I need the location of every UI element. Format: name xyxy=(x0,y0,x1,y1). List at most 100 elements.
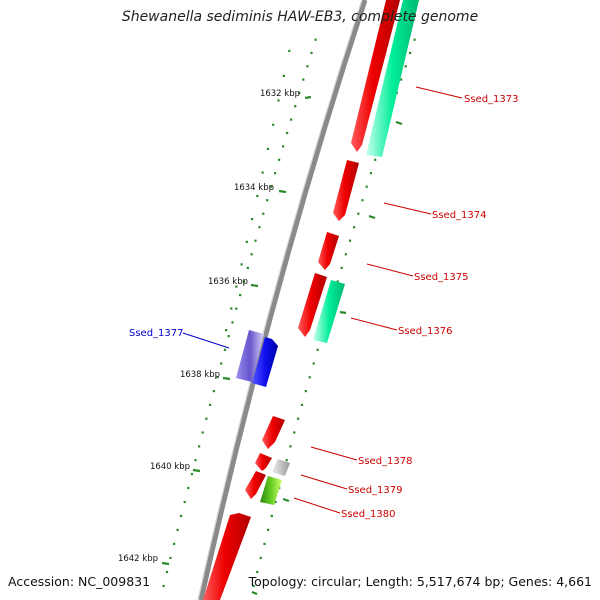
track-dot xyxy=(240,263,243,266)
label-ssed-1373[interactable]: Ssed_1373 xyxy=(464,94,519,105)
track-dot xyxy=(220,362,223,365)
track-dot xyxy=(400,78,403,81)
track-dot xyxy=(365,185,368,188)
track-dot xyxy=(201,431,204,434)
track-dot xyxy=(223,348,227,351)
leader-ssed-1376 xyxy=(350,317,398,331)
track-dot xyxy=(286,131,289,135)
gene-ssed-1377[interactable] xyxy=(252,337,278,387)
track-dot xyxy=(308,376,311,379)
tick-1632 xyxy=(304,95,312,100)
leader-ssed-1378 xyxy=(310,446,358,461)
track-dot xyxy=(312,362,315,365)
kbp-labels: 1632 kbp 1634 kbp 1636 kbp 1638 kbp 1640… xyxy=(118,89,300,564)
track-dot xyxy=(274,172,277,175)
track-dot xyxy=(310,51,313,55)
tick-1640 xyxy=(192,468,201,473)
track-dot xyxy=(282,145,285,148)
tick-inner-4 xyxy=(282,497,290,503)
label-ssed-1378[interactable]: Ssed_1378 xyxy=(358,456,413,467)
track-dot xyxy=(205,417,208,420)
label-ssed-1376[interactable]: Ssed_1376 xyxy=(398,326,453,337)
track-dot xyxy=(300,403,304,406)
track-dot xyxy=(235,285,238,288)
track-dot xyxy=(340,266,343,269)
tick-label-1634: 1634 kbp xyxy=(234,183,274,193)
label-ssed-1379[interactable]: Ssed_1379 xyxy=(348,485,403,496)
track-dot xyxy=(173,542,176,545)
gene-ssed-1376-teal[interactable] xyxy=(313,280,345,343)
leader-ssed-1373 xyxy=(415,86,463,99)
track-dot xyxy=(252,584,255,588)
gene-ssed-1380-green[interactable] xyxy=(260,476,282,505)
track-dot xyxy=(285,459,288,462)
track-dot xyxy=(266,147,269,150)
leader-ssed-1374 xyxy=(383,202,432,215)
label-ssed-1375[interactable]: Ssed_1375 xyxy=(414,272,469,283)
gene-ssed-1376-red[interactable] xyxy=(298,273,327,337)
track-dot xyxy=(176,528,179,531)
gene-ssed-1380-red[interactable] xyxy=(245,471,266,499)
leader-ssed-1380 xyxy=(293,497,341,514)
tick-1636 xyxy=(250,283,259,288)
tick-label-1632: 1632 kbp xyxy=(260,89,300,99)
track-dot xyxy=(180,514,183,517)
track-dot xyxy=(235,307,238,310)
leader-ssed-1379 xyxy=(300,474,348,490)
accession-text: Accession: NC_009831 xyxy=(8,574,151,589)
tick-inner-5 xyxy=(251,590,258,596)
track-dot xyxy=(162,584,165,588)
track-dot xyxy=(344,253,347,256)
track-dot xyxy=(297,417,300,420)
track-dot xyxy=(409,51,412,55)
gene-features[interactable] xyxy=(203,0,420,600)
genome-backbone xyxy=(198,0,368,600)
track-dot xyxy=(258,226,261,229)
track-dot xyxy=(316,348,319,351)
tick-1634 xyxy=(278,189,287,194)
track-dot xyxy=(304,390,307,393)
track-dot xyxy=(314,38,317,41)
leader-ssed-1375 xyxy=(366,263,414,277)
track-dot xyxy=(306,65,309,68)
track-dot xyxy=(169,556,172,559)
track-dot xyxy=(187,486,190,490)
tick-1638 xyxy=(222,376,231,381)
leader-ssed-1377 xyxy=(182,332,230,349)
track-dot xyxy=(348,239,352,242)
gene-ssed-1379-grey[interactable] xyxy=(272,459,290,476)
topology-text: Topology: circular; Length: 5,517,674 bp… xyxy=(248,574,592,589)
gene-ssed-1375[interactable] xyxy=(318,232,339,270)
track-dot xyxy=(272,123,275,126)
tick-1642 xyxy=(161,561,170,566)
track-dot xyxy=(254,239,257,242)
track-dot xyxy=(259,556,262,559)
track-dot xyxy=(212,390,215,393)
gene-ssed-1379-red[interactable] xyxy=(255,453,272,471)
track-dot xyxy=(251,218,254,221)
track-dot xyxy=(165,570,169,574)
track-dot xyxy=(277,99,280,102)
map-title: Shewanella sediminis HAW-EB3, complete g… xyxy=(121,9,479,25)
track-dot xyxy=(239,294,242,297)
track-dot xyxy=(198,445,201,448)
track-dot xyxy=(262,212,265,215)
label-ssed-1380[interactable]: Ssed_1380 xyxy=(341,509,396,520)
gene-bottom-red[interactable] xyxy=(203,513,251,600)
tick-label-1642: 1642 kbp xyxy=(118,554,158,564)
gene-ssed-1373-red[interactable] xyxy=(351,0,400,152)
track-dot xyxy=(267,528,270,531)
gene-ssed-1373-teal[interactable] xyxy=(366,0,419,157)
gene-ssed-1378[interactable] xyxy=(262,416,285,449)
label-ssed-1377[interactable]: Ssed_1377 xyxy=(129,328,184,339)
track-dot xyxy=(209,403,212,406)
tick-label-1636: 1636 kbp xyxy=(208,277,248,287)
gene-ssed-1377-light[interactable] xyxy=(236,330,264,382)
track-dot xyxy=(336,280,339,283)
gene-ssed-1374[interactable] xyxy=(333,160,359,221)
track-dot xyxy=(353,226,356,229)
label-ssed-1374[interactable]: Ssed_1374 xyxy=(432,210,487,221)
genome-backbone-highlight xyxy=(197,0,363,600)
track-dot xyxy=(413,38,416,41)
tick-label-1640: 1640 kbp xyxy=(150,462,190,472)
